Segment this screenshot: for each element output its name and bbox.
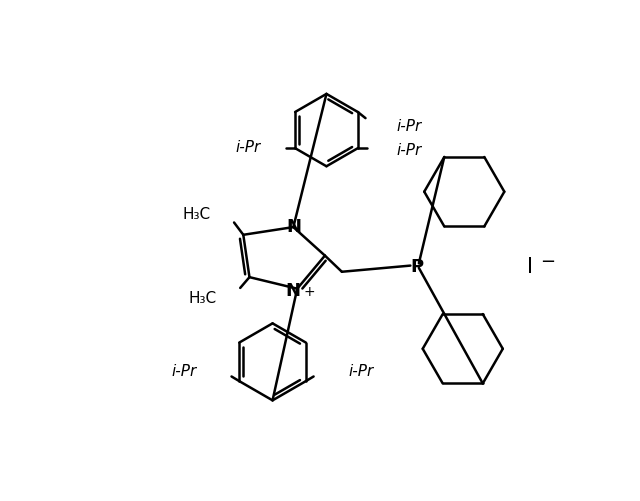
- Text: i-Pr: i-Pr: [348, 363, 374, 378]
- Text: I: I: [527, 256, 532, 276]
- Text: i-Pr: i-Pr: [396, 119, 422, 134]
- Text: P: P: [410, 257, 423, 275]
- Text: +: +: [303, 285, 315, 299]
- Text: N: N: [287, 218, 301, 236]
- Text: i-Pr: i-Pr: [396, 143, 422, 158]
- Text: H₃C: H₃C: [189, 290, 217, 305]
- Text: N: N: [286, 282, 301, 300]
- Text: H₃C: H₃C: [183, 206, 211, 221]
- Text: i-Pr: i-Pr: [172, 363, 197, 378]
- Text: −: −: [541, 253, 556, 271]
- Text: i-Pr: i-Pr: [236, 140, 260, 155]
